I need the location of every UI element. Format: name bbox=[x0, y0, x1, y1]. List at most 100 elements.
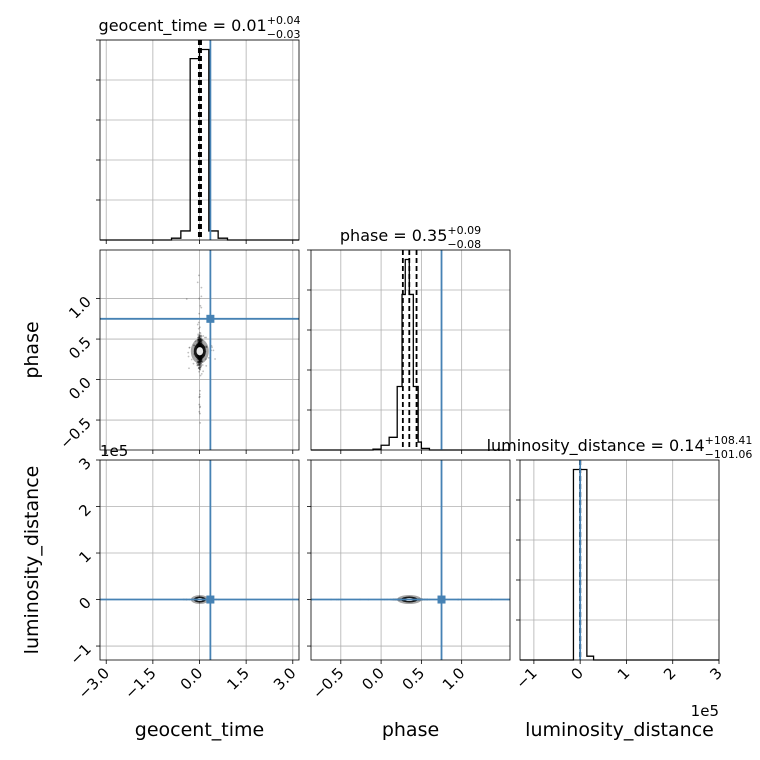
sample-point bbox=[201, 360, 204, 363]
diag-panel-geocent_time: geocent_time = 0.01+0.04 −0.03 bbox=[96, 14, 300, 244]
x-tick-label: 0.0 bbox=[358, 664, 388, 694]
title-sup: +108.41 bbox=[705, 434, 753, 447]
sample-point bbox=[199, 337, 202, 340]
sample-point bbox=[197, 339, 200, 341]
sample-point bbox=[199, 361, 202, 364]
sample-point bbox=[197, 336, 199, 339]
panel-content bbox=[100, 460, 299, 660]
y-tick-label: 1 bbox=[75, 547, 94, 566]
sample-point bbox=[200, 359, 202, 362]
sample-point bbox=[199, 341, 202, 344]
sample-point bbox=[197, 361, 200, 364]
sample-point bbox=[197, 360, 199, 363]
sample-point bbox=[198, 341, 201, 344]
sample-point bbox=[200, 339, 202, 342]
sample-point bbox=[199, 374, 202, 377]
histogram-luminosity_distance bbox=[520, 468, 719, 661]
sample-point bbox=[200, 335, 203, 338]
sample-point bbox=[198, 370, 200, 373]
y-axis-label-luminosity_distance: luminosity_distance bbox=[21, 466, 43, 655]
sample-point bbox=[188, 346, 191, 349]
sample-point bbox=[200, 362, 202, 364]
x-tick-label: 1.5 bbox=[223, 664, 253, 694]
sample-point bbox=[199, 335, 201, 338]
sample-point bbox=[197, 338, 200, 341]
sample-point bbox=[201, 339, 204, 341]
sample-point bbox=[199, 339, 202, 341]
sample-point bbox=[199, 338, 202, 341]
sample-point bbox=[214, 358, 216, 360]
sample-point bbox=[196, 338, 199, 341]
sample-point bbox=[200, 340, 202, 343]
title-main: phase = 0.35 bbox=[340, 226, 447, 245]
title-sup: +0.09 bbox=[447, 224, 481, 237]
y-tick-label: 1.0 bbox=[65, 293, 95, 323]
sample-point bbox=[196, 363, 199, 366]
sample-point bbox=[197, 334, 200, 337]
sample-point bbox=[193, 344, 196, 347]
histogram-phase bbox=[311, 258, 510, 451]
sample-point bbox=[199, 405, 202, 408]
sample-point bbox=[199, 412, 201, 415]
sample-point bbox=[199, 337, 202, 340]
sample-point bbox=[198, 340, 201, 343]
title-sub: −101.06 bbox=[705, 448, 753, 461]
sample-point bbox=[202, 370, 205, 373]
sample-point bbox=[198, 338, 201, 341]
sample-point bbox=[197, 338, 200, 341]
sample-point bbox=[205, 345, 208, 348]
sample-point bbox=[198, 359, 201, 362]
y-tick-label: 2 bbox=[75, 501, 94, 520]
sample-point bbox=[200, 339, 203, 342]
sample-point bbox=[196, 339, 199, 342]
title-sub: −0.03 bbox=[267, 28, 301, 41]
sample-point bbox=[197, 338, 200, 340]
sample-point bbox=[198, 341, 200, 344]
plot-layer: geocent_time = 0.01+0.04 −0.03 phase = 0.3… bbox=[21, 14, 752, 741]
sample-point bbox=[200, 286, 203, 289]
sample-point bbox=[198, 360, 201, 363]
sample-point bbox=[198, 396, 201, 399]
title-main: luminosity_distance = 0.14 bbox=[487, 436, 705, 456]
scatter-panel-geocent_time-vs-phase bbox=[96, 244, 300, 454]
sample-point bbox=[200, 244, 202, 246]
sample-point bbox=[198, 363, 201, 366]
sample-point bbox=[187, 355, 190, 358]
histogram-geocent_time bbox=[100, 48, 299, 241]
sample-point bbox=[199, 359, 202, 361]
sample-point bbox=[200, 337, 203, 340]
x-tick-label: 0.5 bbox=[399, 664, 429, 694]
sample-point bbox=[199, 359, 202, 361]
x-tick-label: 3 bbox=[706, 664, 725, 683]
sample-point bbox=[199, 362, 202, 365]
sample-point bbox=[198, 364, 201, 367]
sample-point bbox=[192, 362, 195, 365]
sample-point bbox=[199, 360, 202, 363]
sample-point bbox=[195, 362, 198, 365]
x-axis-label-geocent_time: geocent_time bbox=[135, 719, 264, 741]
sample-point bbox=[197, 335, 200, 338]
sample-point bbox=[196, 358, 199, 361]
sample-point bbox=[198, 359, 201, 361]
panel-content bbox=[311, 460, 510, 660]
y-axis-label-phase: phase bbox=[21, 321, 43, 378]
sample-point bbox=[198, 331, 201, 334]
sample-point bbox=[196, 364, 199, 367]
sample-point bbox=[198, 312, 201, 315]
sample-point bbox=[199, 360, 202, 362]
sample-point bbox=[199, 337, 201, 340]
sample-point bbox=[198, 336, 201, 338]
title-sub: −0.08 bbox=[447, 238, 481, 251]
sample-point bbox=[198, 360, 201, 363]
sample-point bbox=[197, 364, 200, 367]
sample-point bbox=[199, 368, 202, 371]
sample-point bbox=[199, 395, 201, 398]
sample-point bbox=[198, 359, 201, 362]
sample-point bbox=[200, 340, 202, 343]
sample-point bbox=[198, 364, 200, 367]
x-tick-label: −1 bbox=[512, 664, 540, 692]
sample-point bbox=[200, 339, 202, 342]
sample-point bbox=[198, 334, 201, 336]
sample-point bbox=[197, 327, 200, 330]
x-tick-label: 3.0 bbox=[270, 664, 300, 694]
